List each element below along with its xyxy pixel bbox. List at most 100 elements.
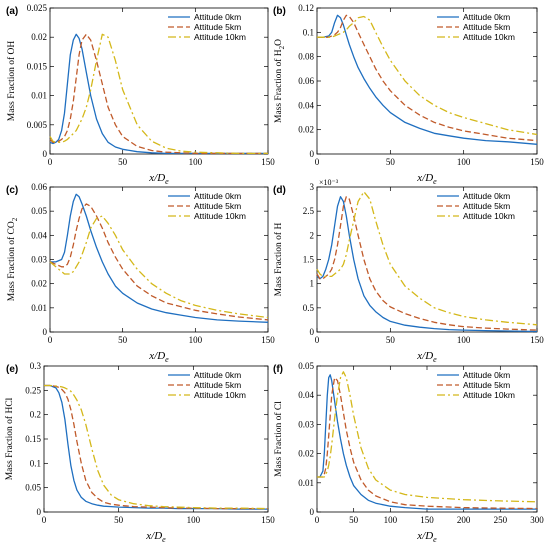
y-tick-label: 0.03 <box>31 255 47 265</box>
y-tick-label: 0 <box>43 327 48 337</box>
legend-label: Attitude 10km <box>463 32 515 42</box>
legend-label: Attitude 5km <box>463 380 510 390</box>
chart-panel-6: 0 50 100 150 200 250 300 0 0.01 0.02 0.03 0.04 0.05 A… <box>273 361 544 544</box>
y-tick-label: 0.05 <box>31 206 47 216</box>
chart-panel-1: 0 50 100 150 0 0.005 0.01 0.015 0.02 0.025 Attitud… <box>6 3 275 186</box>
series-line-10km <box>49 215 269 319</box>
y-tick-label: 2.5 <box>303 206 315 216</box>
y-axis-title: Mass Fraction of HCl <box>4 397 15 480</box>
y-tick-label: 0.005 <box>27 120 48 130</box>
series-line-10km <box>44 384 269 510</box>
y-tick-label: 0 <box>310 149 315 159</box>
legend-label: Attitude 0km <box>194 191 241 201</box>
x-tick-label: 0 <box>315 157 320 167</box>
x-axis-title: x/De <box>416 172 437 186</box>
series-line-5km <box>49 33 268 155</box>
plot-frame <box>49 7 269 155</box>
x-tick-label: 300 <box>530 515 544 525</box>
x-tick-label: 250 <box>494 515 508 525</box>
legend-label: Attitude 0km <box>463 370 510 380</box>
panel-label: (a) <box>6 6 18 17</box>
x-axis-title: x/De <box>148 350 169 364</box>
x-tick-label: 50 <box>386 157 396 167</box>
x-axis-title: x/De <box>148 172 169 186</box>
y-tick-label: 1 <box>310 279 315 289</box>
y-tick-label: 0.01 <box>31 303 47 313</box>
x-axis-title: x/De <box>145 530 166 544</box>
series-line-10km <box>317 371 538 503</box>
legend-label: Attitude 5km <box>463 22 510 32</box>
x-tick-label: 0 <box>315 335 320 345</box>
x-tick-label: 100 <box>187 515 201 525</box>
series-line-5km <box>49 203 269 321</box>
panel-label: (f) <box>273 364 283 375</box>
y-tick-label: 0.01 <box>31 91 47 101</box>
y-tick-label: 2 <box>310 230 315 240</box>
x-tick-label: 50 <box>114 515 124 525</box>
y-tick-label: 0.1 <box>30 458 41 468</box>
x-tick-label: 100 <box>457 157 471 167</box>
x-tick-label: 150 <box>530 335 544 345</box>
x-tick-label: 0 <box>42 515 47 525</box>
y-tick-label: 0.02 <box>298 125 314 135</box>
y-tick-label: 0.06 <box>31 182 47 192</box>
legend-label: Attitude 10km <box>194 211 246 221</box>
x-tick-label: 150 <box>261 515 275 525</box>
legend-label: Attitude 5km <box>194 201 241 211</box>
y-axis-title: Mass Fraction of H <box>273 223 284 297</box>
y-tick-label: 0.06 <box>298 76 314 86</box>
x-tick-label: 200 <box>457 515 471 525</box>
chart-panel-5: 0 50 100 150 0 0.05 0.1 0.15 0.2 0.25 0.3 Attitude … <box>4 361 275 544</box>
legend-label: Attitude 5km <box>194 22 241 32</box>
y-tick-label: 0.2 <box>30 410 41 420</box>
x-tick-label: 0 <box>48 157 53 167</box>
series-line-10km <box>316 191 538 326</box>
x-tick-label: 100 <box>384 515 398 525</box>
y-tick-label: 0 <box>43 149 48 159</box>
x-tick-label: 150 <box>261 335 275 345</box>
series-line-5km <box>316 196 538 331</box>
series-line-0km <box>316 196 538 333</box>
legend-label: Attitude 10km <box>463 390 515 400</box>
y-tick-label: 0.04 <box>298 100 314 110</box>
series-line-0km <box>50 193 269 323</box>
y-axis-title: Mass Fraction of OH <box>6 41 17 122</box>
x-tick-label: 50 <box>118 335 128 345</box>
legend-label: Attitude 10km <box>194 32 246 42</box>
chart-panel-3: 0 50 100 150 0 0.01 0.02 0.03 0.04 0.05 0.06 Attitu… <box>6 182 275 364</box>
x-axis-title: x/De <box>416 350 437 364</box>
y-tick-label: 0.3 <box>30 361 42 371</box>
panel-label: (b) <box>273 6 286 17</box>
y-tick-label: 0.02 <box>31 279 47 289</box>
series-line-0km <box>49 33 268 155</box>
chart-panel-2: 0 50 100 150 0 0.02 0.04 0.06 0.08 0.1 0.12 Attitud… <box>273 3 544 186</box>
y-exponent-label: ×10⁻³ <box>319 178 339 187</box>
x-tick-label: 150 <box>420 515 434 525</box>
series-line-0km <box>44 384 268 510</box>
y-tick-label: 0.5 <box>303 303 315 313</box>
y-tick-label: 0.05 <box>298 361 314 371</box>
y-tick-label: 0.15 <box>25 434 41 444</box>
y-tick-label: 1.5 <box>303 255 315 265</box>
y-tick-label: 0.04 <box>31 230 47 240</box>
x-tick-label: 50 <box>118 157 128 167</box>
y-tick-label: 0.08 <box>298 52 314 62</box>
series-line-10km <box>317 15 538 136</box>
legend-label: Attitude 5km <box>194 380 241 390</box>
y-axis-title: Mass Fraction of CO2 <box>6 217 19 301</box>
x-tick-label: 150 <box>530 157 544 167</box>
series-line-5km <box>317 377 538 510</box>
y-axis-title: Mass Fraction of Cl <box>273 401 284 477</box>
series-line-10km <box>49 33 268 155</box>
y-tick-label: 0 <box>37 507 42 517</box>
y-tick-label: 0.04 <box>298 390 314 400</box>
x-tick-label: 100 <box>189 335 203 345</box>
y-tick-label: 0 <box>310 327 315 337</box>
legend-label: Attitude 10km <box>463 211 515 221</box>
panel-label: (e) <box>6 364 18 375</box>
series-line-0km <box>317 14 538 145</box>
x-tick-label: 100 <box>457 335 471 345</box>
legend-label: Attitude 0km <box>194 370 241 380</box>
